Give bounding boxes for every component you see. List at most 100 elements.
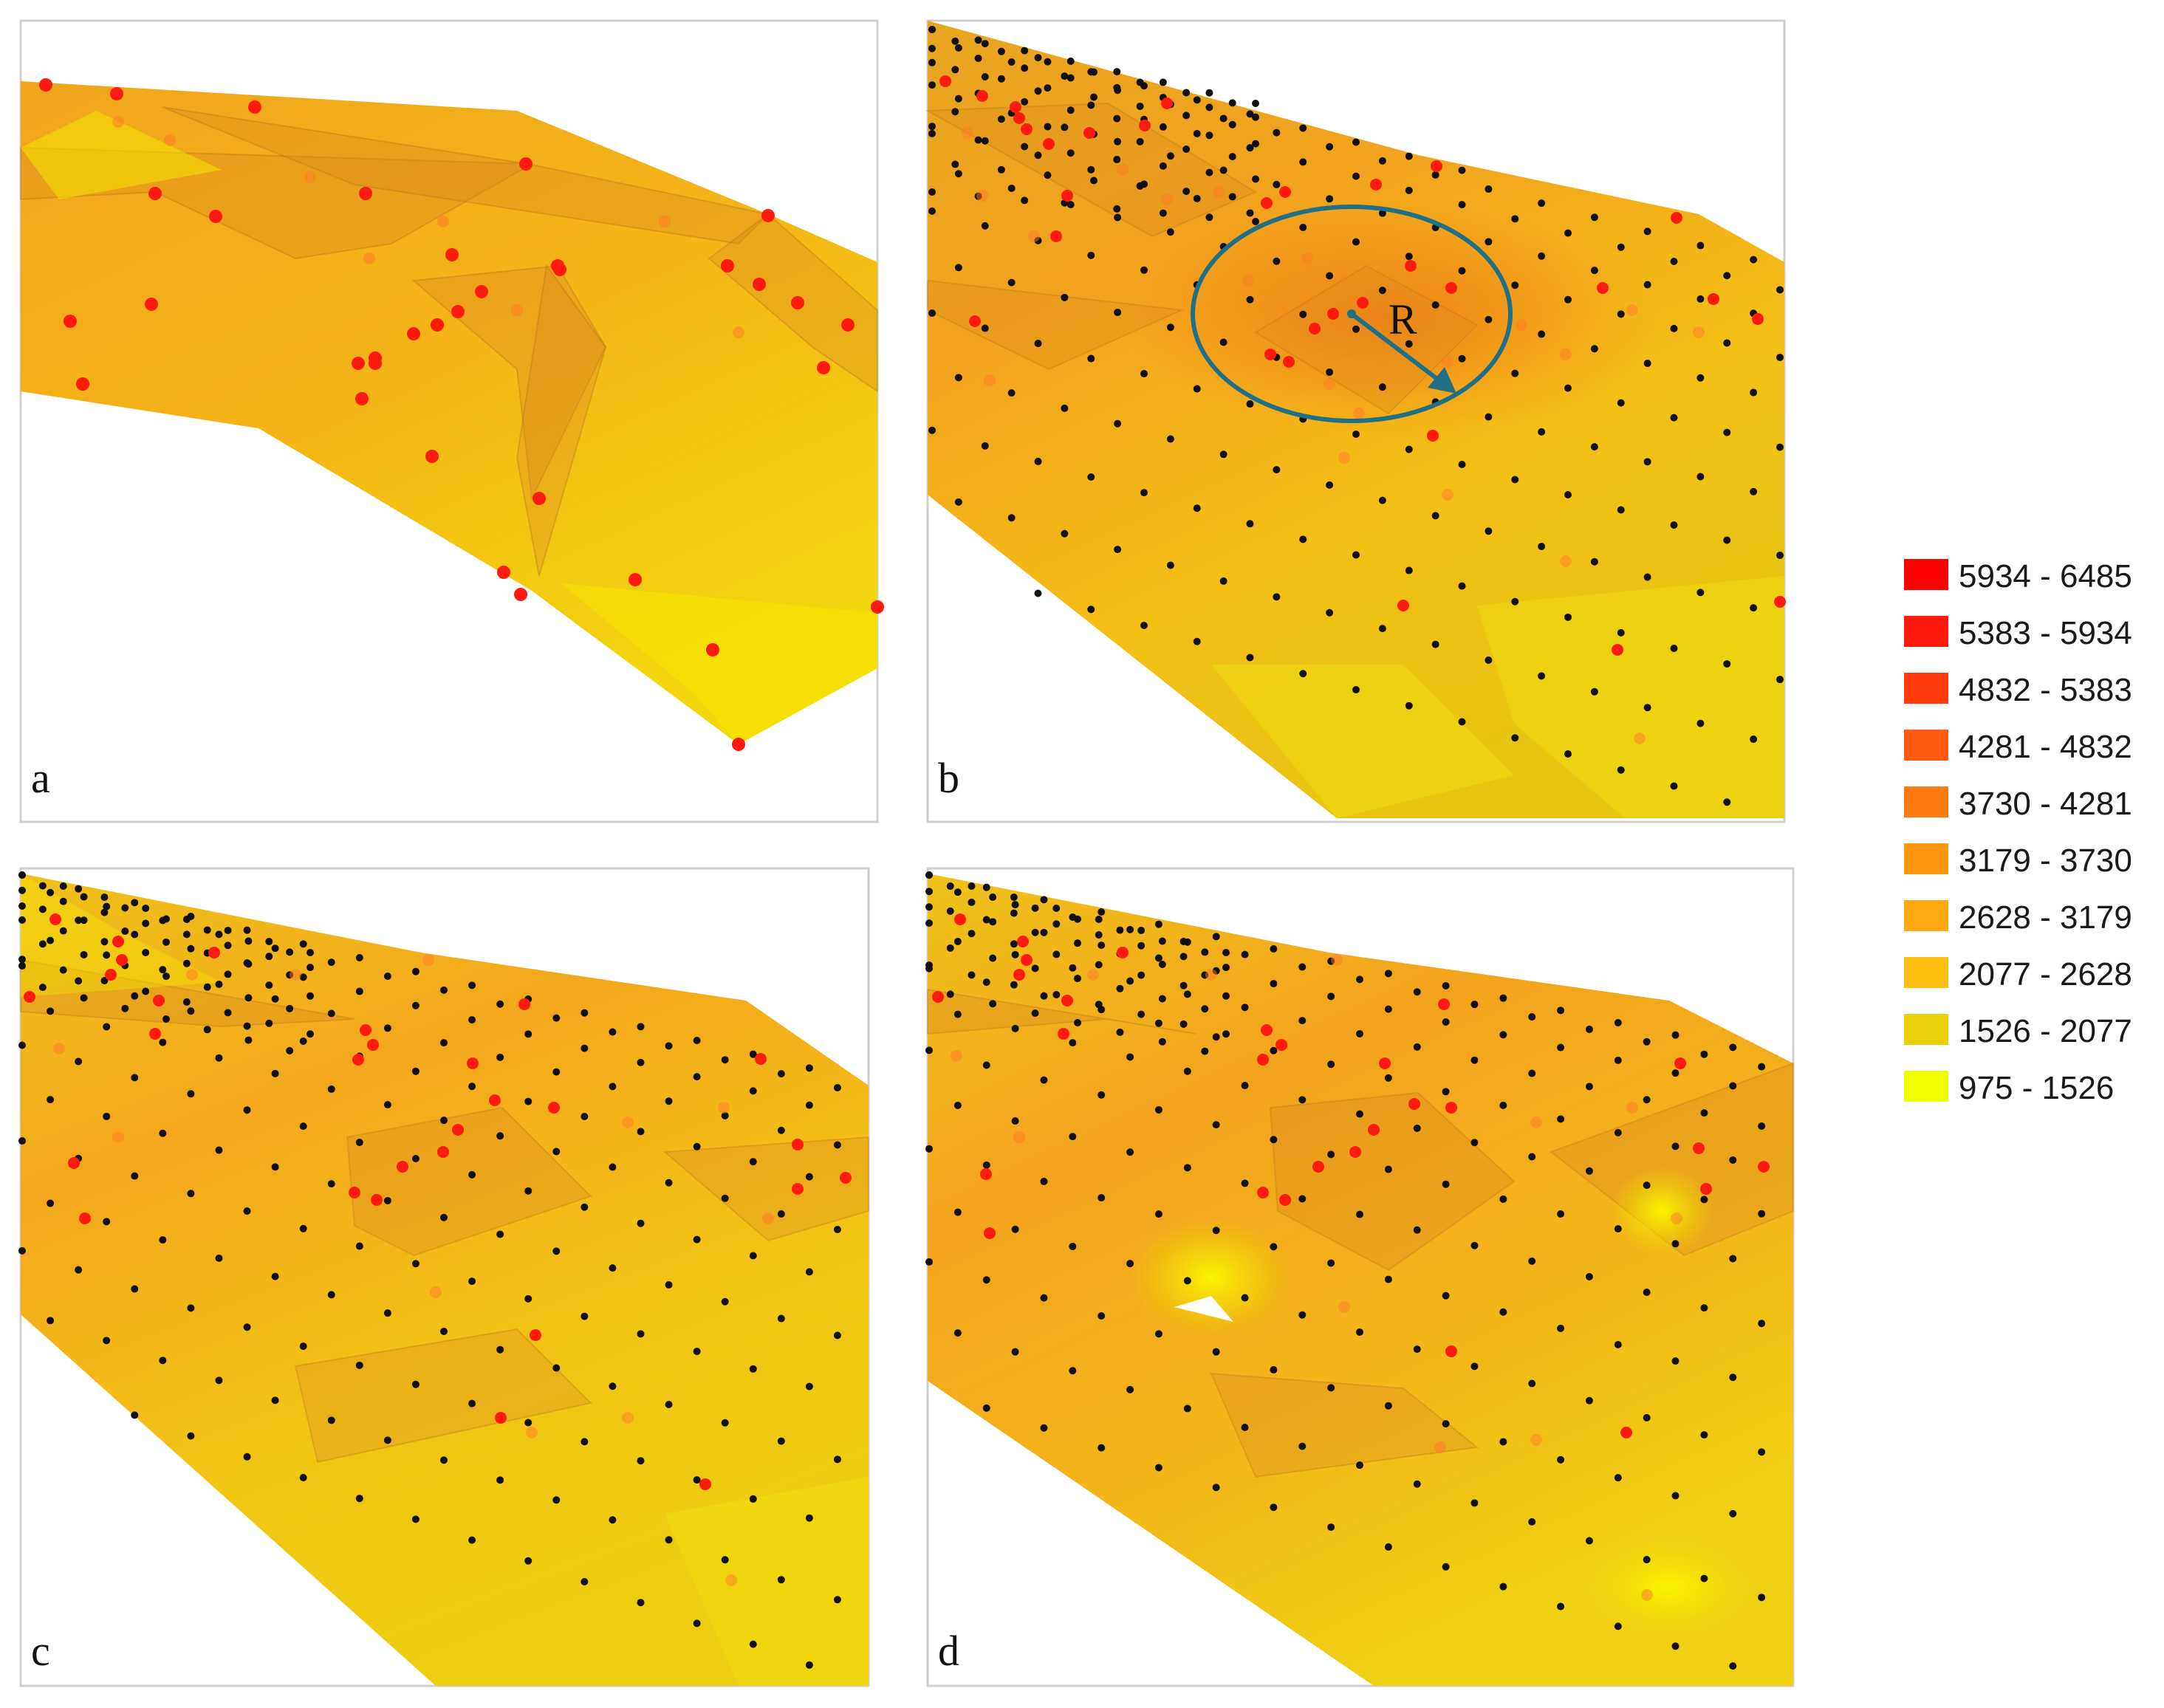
grid-point <box>925 1046 933 1054</box>
grid-point <box>243 1453 251 1461</box>
sample-point-faint <box>733 326 744 338</box>
grid-point <box>307 992 314 1000</box>
grid-point <box>1356 1328 1363 1336</box>
grid-point <box>1205 168 1213 176</box>
grid-point <box>1212 1348 1220 1356</box>
grid-point <box>299 1474 307 1481</box>
sample-point <box>1261 197 1273 209</box>
sample-point <box>68 1157 80 1169</box>
grid-point <box>355 1495 363 1503</box>
grid-point <box>1228 193 1236 201</box>
grid-point <box>1113 205 1121 213</box>
grid-point <box>1528 1013 1536 1021</box>
sample-point <box>530 1329 541 1341</box>
grid-point <box>142 987 150 995</box>
grid-point <box>981 137 989 145</box>
grid-point <box>1193 96 1201 104</box>
sample-point-faint <box>1442 489 1453 501</box>
grid-point <box>997 47 1005 55</box>
grid-point <box>1166 228 1174 236</box>
grid-point <box>1158 961 1166 969</box>
grid-point <box>1590 213 1598 222</box>
grid-point <box>1270 1366 1278 1374</box>
grid-point <box>946 907 954 915</box>
grid-point <box>1126 977 1134 985</box>
grid-point <box>1205 213 1213 222</box>
grid-point <box>1069 1133 1077 1141</box>
grid-point <box>1040 1177 1048 1185</box>
grid-point <box>581 1009 589 1017</box>
grid-point <box>552 1364 561 1372</box>
grid-point <box>1241 1004 1249 1012</box>
grid-point <box>1166 561 1174 569</box>
grid-point <box>1228 120 1236 128</box>
grid-point <box>1696 719 1705 727</box>
grid-point <box>1378 209 1386 217</box>
grid-point <box>1585 1083 1593 1091</box>
grid-point <box>1442 1563 1450 1571</box>
grid-point <box>265 938 273 945</box>
grid-point <box>224 927 232 934</box>
sample-point <box>699 1478 711 1490</box>
sample-point <box>984 1227 996 1239</box>
grid-point <box>1299 224 1307 232</box>
grid-point <box>182 959 191 967</box>
sample-point <box>1013 112 1025 124</box>
grid-point <box>928 81 936 89</box>
grid-point <box>989 893 997 901</box>
grid-point <box>131 992 139 1000</box>
sample-point <box>1309 323 1321 335</box>
grid-point <box>1273 466 1281 474</box>
grid-point <box>982 1404 990 1412</box>
grid-point <box>1670 324 1678 332</box>
sample-point <box>755 1053 767 1065</box>
grid-point <box>1158 1038 1166 1046</box>
grid-point <box>142 905 150 912</box>
grid-point <box>925 888 933 896</box>
grid-point <box>609 1516 617 1524</box>
grid-point <box>1246 144 1254 152</box>
grid-point <box>1670 258 1678 266</box>
grid-point <box>299 940 307 948</box>
grid-point <box>1116 984 1124 992</box>
grid-point <box>749 1495 757 1503</box>
grid-point <box>1137 1010 1146 1018</box>
grid-point <box>1031 1009 1039 1018</box>
grid-point <box>1750 388 1758 397</box>
sample-point <box>1312 1161 1324 1173</box>
sample-points-faint <box>53 954 774 1586</box>
grid-point <box>1670 644 1678 652</box>
grid-point <box>383 1196 391 1204</box>
grid-point <box>1205 103 1213 112</box>
grid-point <box>1643 227 1651 236</box>
grid-point <box>299 1224 307 1232</box>
sample-point <box>706 643 719 656</box>
grid-point <box>989 954 997 962</box>
grid-point <box>307 964 314 972</box>
grid-point <box>131 1411 139 1419</box>
grid-point <box>951 160 959 168</box>
grid-point <box>1137 971 1146 979</box>
grid-point <box>1158 995 1166 1003</box>
grid-point <box>1617 243 1625 251</box>
grid-point <box>1405 566 1413 575</box>
grid-point <box>1499 1195 1507 1203</box>
grid-point <box>496 1345 504 1354</box>
sample-point <box>49 913 61 925</box>
grid-point <box>271 1069 279 1077</box>
grid-point <box>1671 1142 1680 1150</box>
legend-swatch <box>1904 1071 1948 1102</box>
grid-point <box>1729 1043 1737 1052</box>
grid-point <box>1116 926 1124 934</box>
grid-point <box>1126 925 1134 933</box>
sample-point <box>1774 596 1786 608</box>
sample-point-faint <box>1434 1441 1446 1453</box>
sample-point <box>367 1039 379 1051</box>
grid-point <box>215 1376 223 1385</box>
sample-point <box>629 573 642 586</box>
grid-point <box>1538 199 1546 208</box>
grid-point <box>1114 309 1122 317</box>
grid-point <box>1327 992 1335 1001</box>
grid-point <box>182 916 191 923</box>
sample-point <box>1431 160 1442 172</box>
